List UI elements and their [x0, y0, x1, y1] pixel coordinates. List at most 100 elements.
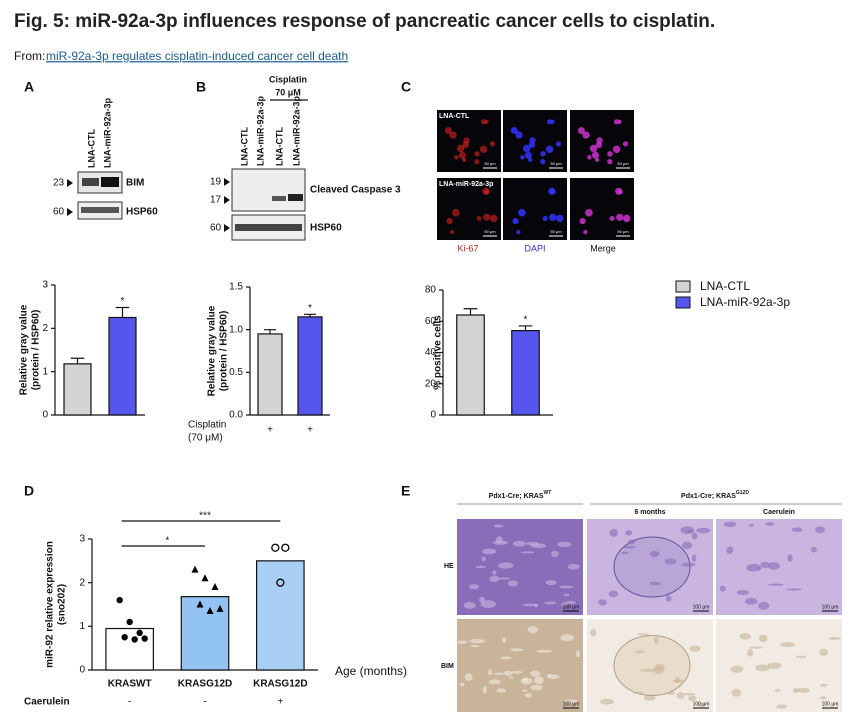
row-value: - [128, 697, 131, 708]
tissue [621, 551, 629, 555]
cell [476, 216, 482, 222]
lane-label: LNA-miR-92a-3p [255, 95, 265, 166]
error-bar [518, 325, 533, 331]
tissue [502, 637, 507, 643]
cell [452, 208, 460, 217]
bar [105, 627, 154, 671]
tissue [650, 550, 660, 558]
tissue [526, 541, 539, 546]
cell [607, 159, 613, 165]
tissue [726, 546, 734, 555]
point [191, 565, 199, 573]
islet [613, 536, 691, 598]
panel-label: D [24, 483, 34, 499]
channel-label: Ki-67 [457, 243, 478, 253]
tissue [564, 699, 578, 704]
bar [257, 333, 283, 416]
tissue [508, 676, 514, 679]
significance: * [165, 536, 169, 547]
tissue [560, 634, 574, 642]
lane-label: LNA-miR-92a-3p [102, 97, 112, 168]
scale-label: 100 μm [563, 701, 580, 707]
tissue [779, 642, 796, 648]
tissue [744, 597, 758, 605]
panel-label: E [401, 483, 410, 499]
point [131, 636, 138, 643]
marker-arrow [67, 179, 73, 216]
scale-label: 100 μm [693, 701, 710, 707]
y-tick-label: 2 [79, 577, 85, 588]
tissue [776, 704, 788, 709]
tissue [691, 532, 698, 540]
scale-label: 100 μm [822, 604, 839, 610]
tissue [731, 688, 742, 697]
cell [550, 119, 555, 124]
cell [616, 213, 624, 221]
tissue [689, 645, 701, 652]
y-tick-label: 0 [430, 410, 436, 421]
cell [555, 141, 562, 147]
tissue [530, 670, 541, 677]
legend-label: LNA-CTL [700, 279, 750, 293]
title: Fig. 5: miR-92a-3p influences response o… [14, 11, 715, 32]
point [126, 618, 133, 626]
group-name: Pdx1-Cre; KRAS [681, 493, 736, 500]
cell [524, 151, 533, 159]
tissue [791, 527, 803, 532]
tissue [560, 602, 568, 607]
tissue [755, 664, 770, 672]
cell [484, 119, 489, 124]
y-tick-label: 20 [425, 378, 437, 389]
tissue [672, 679, 685, 683]
band [101, 177, 119, 187]
cell [587, 155, 592, 160]
x-tick-label: KRASG12D [178, 679, 232, 690]
channel-label: DAPI [524, 243, 545, 253]
bar [256, 560, 305, 671]
error-bar [115, 306, 130, 318]
tissue [652, 666, 665, 674]
scale-label: 100 μm [693, 604, 710, 610]
bar [297, 316, 323, 416]
error-bar [304, 313, 316, 317]
point [276, 578, 285, 587]
panel-label: A [24, 79, 34, 95]
cell [591, 151, 600, 159]
tissue [634, 650, 645, 654]
tissue [748, 646, 763, 649]
subgroup-label: 6 months [634, 509, 665, 516]
tissue [697, 702, 706, 707]
cell [582, 131, 590, 139]
tissue [653, 636, 659, 645]
tissue [815, 526, 825, 534]
islet [613, 635, 691, 696]
marker: 60 [210, 223, 222, 234]
treatment: Cisplatin [269, 74, 307, 84]
tissue [481, 556, 486, 562]
bar [63, 363, 92, 416]
band [272, 196, 286, 201]
tissue [746, 564, 762, 572]
protein: HSP60 [310, 223, 342, 234]
tissue [665, 595, 672, 602]
tissue [765, 522, 775, 526]
from-label: From: [14, 49, 45, 63]
tissue [500, 656, 512, 660]
tissue [497, 562, 514, 569]
tissue [590, 628, 597, 637]
tissue [796, 687, 811, 693]
protein: HSP60 [126, 207, 158, 218]
bar [511, 330, 540, 416]
tissue [468, 584, 480, 590]
protein: BIM [126, 178, 144, 189]
cell [595, 141, 603, 149]
source-link[interactable]: miR-92a-3p regulates cisplatin-induced c… [46, 49, 348, 63]
row-label: LNA-CTL [439, 113, 470, 120]
tissue [470, 645, 480, 648]
tissue [723, 521, 737, 528]
tissue [681, 562, 696, 567]
cell [589, 144, 598, 153]
lane-label: LNA-miR-92a-3p [291, 95, 301, 166]
point [216, 604, 224, 612]
tissue [680, 526, 695, 535]
